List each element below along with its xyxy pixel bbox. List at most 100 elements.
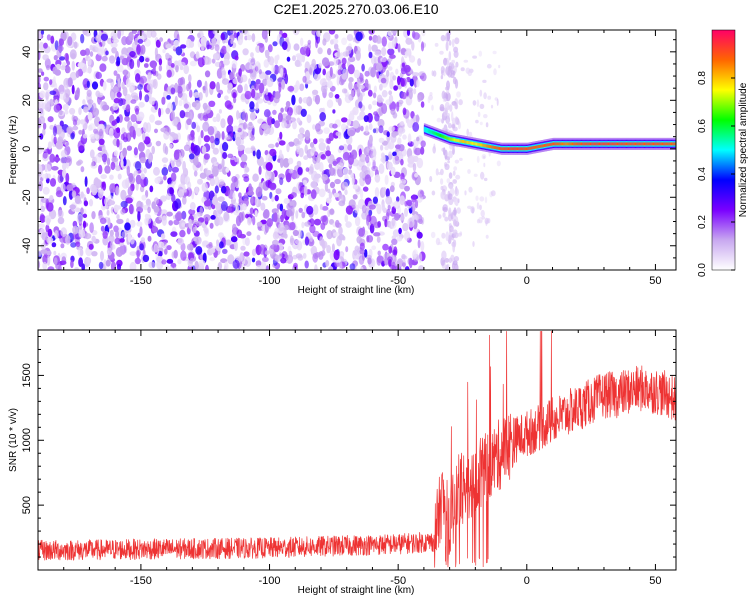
spectrogram-cell [361, 226, 366, 236]
spectrogram-cell [487, 95, 492, 100]
spectrogram-cell [391, 131, 397, 138]
spectrogram-cell [49, 90, 57, 96]
spectrogram-cell [302, 179, 308, 186]
spectrogram-cell [468, 141, 470, 145]
colorbar-tick-label: 0.8 [697, 71, 708, 85]
spectrogram-cell [49, 79, 53, 85]
spectrogram-cell [436, 132, 439, 136]
spectrogram-cell [55, 190, 64, 198]
spectrogram-cell [187, 181, 192, 190]
spectrogram-cell [137, 211, 141, 222]
spectrogram-cell [59, 91, 66, 100]
spectrogram-cell [176, 123, 181, 131]
spectrogram-cell [572, 142, 575, 146]
spectrogram-cell [130, 114, 137, 123]
spectrogram-cell [212, 147, 219, 155]
spectrogram-cell [100, 174, 107, 180]
spectrogram-cell [119, 238, 125, 243]
spectrogram-cell [60, 183, 66, 193]
spectrogram-cell [278, 173, 285, 180]
spectrogram-cell [223, 58, 230, 66]
spectrogram-cell [252, 150, 256, 157]
spectrogram-cell [303, 155, 309, 161]
spectrogram-cell [402, 222, 409, 232]
spectrogram-cell [508, 147, 511, 151]
spectrogram-cell [328, 167, 336, 176]
spectrogram-cell [155, 140, 162, 147]
spectrogram-cell [320, 250, 326, 257]
spectrogram-cell [49, 195, 54, 201]
spectrogram-cell [57, 45, 64, 52]
spectrogram-cell [233, 240, 238, 251]
spectrogram-cell [454, 188, 460, 197]
spectrogram-cell [321, 240, 328, 249]
spectrogram-cell [632, 142, 635, 146]
spectrogram-cell [479, 196, 485, 202]
spectrogram-cell [452, 179, 458, 184]
spectrogram-cell [53, 250, 57, 256]
spectrogram-cell [230, 236, 238, 243]
spectrogram-cell [50, 35, 55, 44]
spectrogram-cell [607, 142, 610, 146]
spectrogram-cell [554, 142, 556, 146]
spectrogram-cell [334, 43, 339, 50]
spectrogram-cell [404, 266, 410, 270]
spectrogram-cell [128, 203, 134, 215]
spectrogram-cell [407, 133, 412, 144]
spectrogram-cell [458, 139, 460, 143]
x-tick-label: 0 [524, 275, 530, 287]
spectrogram-cell [183, 64, 190, 75]
spectrogram-cell [230, 37, 234, 45]
spectrogram-cell [127, 186, 133, 197]
spectrogram-cell [486, 63, 492, 69]
spectrogram-cell [126, 145, 132, 151]
spectrogram-cell [619, 142, 621, 146]
spectrogram-cell [158, 215, 163, 221]
spectrogram-cell [441, 250, 447, 261]
spectrogram-cell [454, 37, 460, 45]
spectrogram-cell [471, 141, 474, 145]
spectrogram-cell [530, 146, 532, 150]
spectrogram-cell [387, 142, 392, 148]
spectrogram-cell [437, 133, 439, 136]
spectrogram-cell [239, 138, 245, 145]
spectrogram-cell [156, 255, 163, 263]
spectrogram-cell [244, 256, 252, 268]
spectrogram-cell [354, 216, 361, 227]
spectrogram-cell [386, 131, 390, 138]
spectrogram-cell [321, 57, 330, 67]
spectrogram-cell [370, 67, 376, 78]
spectrogram-cell [166, 69, 172, 78]
spectrogram-cell [453, 232, 459, 239]
spectrogram-cell [434, 132, 437, 135]
spectrogram-cell [147, 206, 151, 214]
spectrogram-cell [265, 153, 272, 163]
spectrogram-cell [412, 249, 418, 258]
spectrogram-cell [162, 143, 167, 154]
spectrogram-cell [341, 88, 348, 94]
spectrogram-cell [211, 58, 216, 64]
spectrogram-cell [116, 218, 124, 225]
spectrogram-cell [423, 127, 426, 131]
spectrogram-cell [117, 30, 121, 40]
spectrogram-cell [628, 142, 630, 146]
spectrogram-cell [115, 247, 123, 257]
spectrogram-cell [555, 142, 557, 146]
spectrogram-cell [47, 141, 53, 150]
spectrogram-cell [463, 59, 469, 63]
snr-frame [37, 329, 677, 571]
spectrogram-cell [71, 84, 75, 95]
spectrogram-cell [601, 142, 603, 146]
spectrogram-cell [440, 185, 444, 191]
spectrogram-cell [240, 245, 246, 251]
spectrogram-cell [388, 90, 393, 96]
spectrogram-cell [89, 149, 95, 159]
spectrogram-cell [402, 134, 407, 140]
spectrogram-cell [538, 145, 540, 149]
spectrogram-cell [186, 187, 193, 197]
spectrogram-cell [418, 252, 423, 263]
spectrogram-cell [104, 165, 111, 174]
spectrogram-cell [288, 168, 294, 174]
spectrogram-cell [170, 172, 177, 182]
spectrogram-cell [43, 76, 49, 82]
